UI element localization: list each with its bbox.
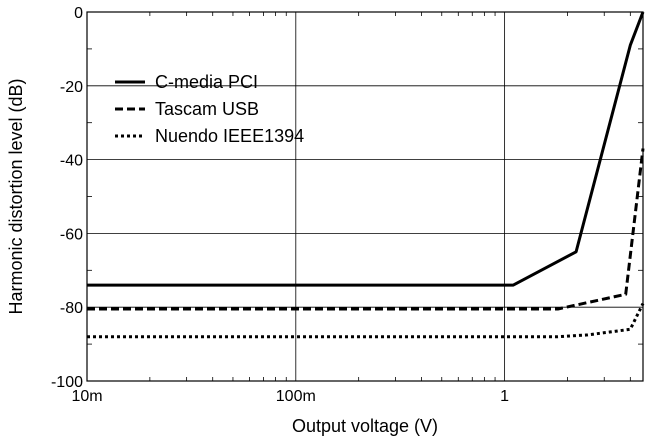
y-tick-label: -60 <box>60 226 83 243</box>
x-tick-label: 1 <box>500 388 509 405</box>
series-line-0 <box>87 11 645 287</box>
y-tick-label: 0 <box>74 5 83 22</box>
axis-ticks <box>87 12 643 381</box>
x-tick-label: 100m <box>276 388 316 405</box>
series-lines <box>87 11 645 339</box>
grid-lines <box>86 11 643 382</box>
x-axis-title: Output voltage (V) <box>292 416 438 436</box>
tick-labels: 10m 100m 1 0 -20 -40 -60 -80 -100 <box>51 5 509 405</box>
y-tick-label: -40 <box>60 153 83 170</box>
x-tick-label: 10m <box>71 388 102 405</box>
plot-frame <box>86 11 644 382</box>
legend-label-0: C-media PCI <box>155 72 258 92</box>
legend-label-1: Tascam USB <box>155 99 259 119</box>
y-axis-title: Harmonic distortion level (dB) <box>6 78 26 314</box>
y-tick-label: -100 <box>51 374 83 391</box>
series-line-1 <box>87 148 645 311</box>
legend: C-media PCI Tascam USB Nuendo IEEE1394 <box>115 72 304 146</box>
y-tick-label: -20 <box>60 79 83 96</box>
legend-label-2: Nuendo IEEE1394 <box>155 126 304 146</box>
series-line-2 <box>87 302 645 339</box>
y-tick-label: -80 <box>60 300 83 317</box>
